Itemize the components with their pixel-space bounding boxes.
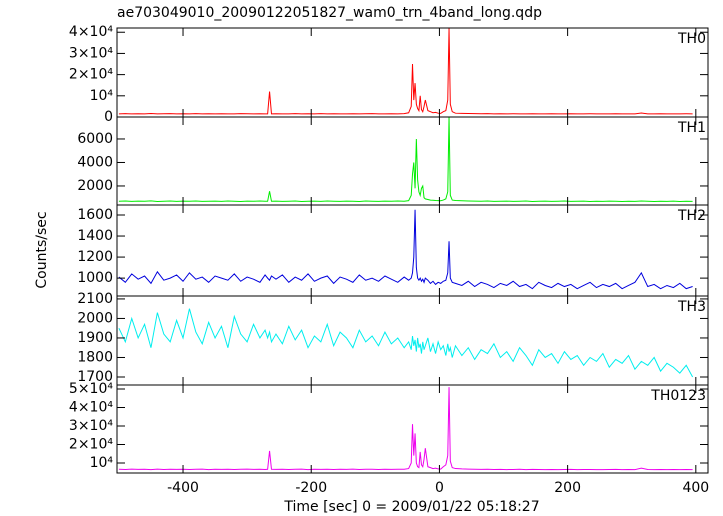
x-tick-label: 200 — [554, 480, 581, 496]
y-tick-label: 2×10⁴ — [69, 437, 113, 453]
y-tick-label: 2×10⁴ — [69, 67, 113, 83]
light-curve — [118, 209, 693, 290]
y-tick-label: 4000 — [77, 154, 113, 170]
light-curve — [118, 387, 693, 471]
panel-label: TH3 — [677, 299, 706, 315]
panel-label: TH1 — [677, 120, 706, 136]
y-tick-label: 3×10⁴ — [69, 45, 113, 61]
y-tick-label: 1600 — [77, 207, 113, 223]
x-axis-label: Time [sec] 0 = 2009/01/22 05:18:27 — [283, 499, 539, 515]
y-tick-label: 1900 — [77, 330, 113, 346]
y-tick-label: 6000 — [77, 131, 113, 147]
light-curve — [118, 116, 693, 202]
y-tick-label: 1000 — [77, 270, 113, 286]
panel-frame — [116, 384, 709, 474]
y-tick-label: 1200 — [77, 249, 113, 265]
panel-frame — [116, 204, 709, 297]
y-tick-label: 5×10⁴ — [69, 381, 113, 397]
y-tick-label: 1700 — [77, 369, 113, 385]
light-curve — [118, 27, 693, 115]
panel-frame — [116, 116, 709, 206]
y-tick-label: 0 — [104, 109, 113, 125]
y-tick-label: 10⁴ — [90, 455, 114, 471]
x-tick-label: -200 — [295, 480, 327, 496]
panel-label: TH0 — [677, 31, 706, 47]
y-tick-label: 1800 — [77, 349, 113, 365]
y-tick-label: 10⁴ — [90, 88, 114, 104]
y-tick-label: 2000 — [77, 310, 113, 326]
y-tick-label: 1400 — [77, 228, 113, 244]
y-tick-label: 2000 — [77, 178, 113, 194]
chart-title: ae703049010_20090122051827_wam0_trn_4ban… — [117, 5, 542, 21]
x-tick-label: -400 — [167, 480, 199, 496]
panel-label: TH0123 — [650, 388, 706, 404]
panel-label: TH2 — [677, 208, 706, 224]
y-tick-label: 3×10⁴ — [69, 418, 113, 434]
x-tick-label: 0 — [435, 480, 444, 496]
y-axis-label: Counts/sec — [34, 211, 50, 288]
x-tick-label: 400 — [682, 480, 709, 496]
y-tick-label: 4×10⁴ — [69, 24, 113, 40]
y-tick-label: 4×10⁴ — [69, 399, 113, 415]
light-curve — [118, 308, 694, 378]
y-tick-label: 2100 — [77, 291, 113, 307]
